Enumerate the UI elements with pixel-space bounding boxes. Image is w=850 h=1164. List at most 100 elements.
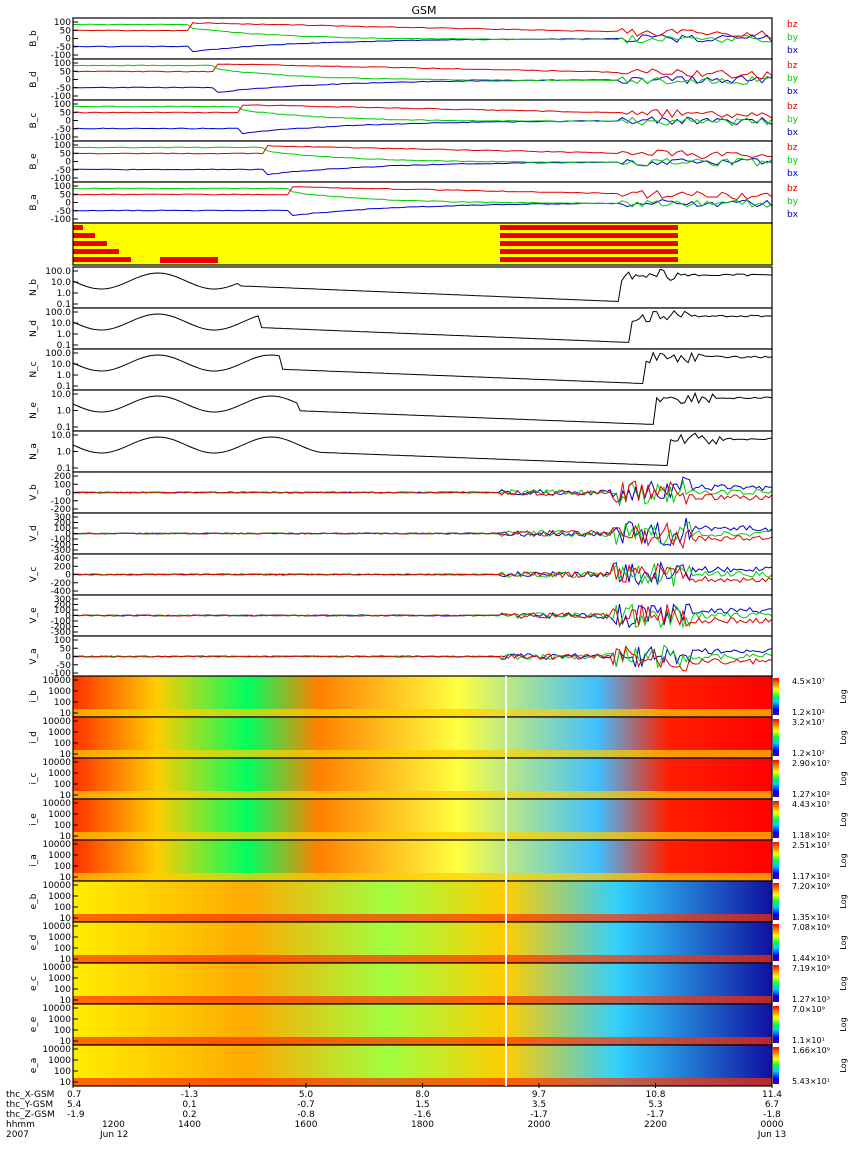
density-series-line: [72, 310, 773, 343]
y-axis-label: V_c: [29, 567, 39, 583]
mode-bar-segment: [73, 249, 119, 254]
colorbar: [773, 1006, 779, 1043]
ephemeris-value: 3.5: [532, 1100, 546, 1110]
legend-by: by: [787, 115, 799, 125]
y-tick-label: 10: [60, 1078, 72, 1088]
colorbar-max-label: 2.51×10⁷: [792, 841, 830, 850]
y-tick-label: 200: [54, 519, 71, 529]
spectrogram-low-band: [73, 750, 772, 758]
y-axis-label: e_c: [29, 976, 39, 991]
y-tick-label: 100: [54, 821, 71, 831]
y-axis-label: e_b: [29, 893, 39, 909]
y-tick-label: 100: [54, 739, 71, 749]
y-axis-label: N_d: [29, 320, 39, 337]
ephemeris-value: -1.3: [181, 1090, 199, 1100]
y-tick-label: -50: [56, 166, 71, 176]
panel-background: [73, 349, 772, 390]
ephemeris-row-label: thc_X-GSM: [6, 1090, 54, 1100]
mode-bar-segment: [500, 257, 678, 262]
colorbar: [773, 924, 779, 961]
legend-bx: bx: [787, 169, 799, 179]
y-axis-label: i_e: [29, 813, 39, 826]
density-series-line: [72, 391, 773, 425]
y-tick-label: -100: [51, 535, 72, 545]
y-axis-label: e_e: [29, 1016, 39, 1032]
velocity-bz-line: [72, 604, 773, 628]
bz-series-line: [72, 63, 773, 80]
y-tick-label: 100: [54, 141, 71, 151]
y-axis-label: V_a: [29, 648, 39, 664]
mode-bar-segment: [160, 257, 218, 263]
ephemeris-value: -1.6: [414, 1110, 432, 1120]
y-tick-label: 0.1: [57, 341, 71, 351]
y-tick-label: 1000: [48, 769, 71, 779]
y-tick-label: 100: [54, 1026, 71, 1036]
ephemeris-value: 11.4: [762, 1090, 782, 1100]
bz-series-line: [72, 186, 773, 200]
spectrogram-low-band: [73, 873, 772, 881]
velocity-bz-line: [72, 521, 773, 550]
by-series-line: [73, 23, 773, 44]
y-tick-label: 1000: [48, 1015, 71, 1025]
legend-bz: bz: [787, 184, 798, 194]
colorbar-axis-label: Log: [839, 771, 848, 785]
colorbar-axis-label: Log: [839, 730, 848, 744]
ephemeris-value: 8.0: [415, 1090, 430, 1100]
colorbar-max-label: 4.5×10⁷: [792, 677, 825, 686]
colorbar-min-label: 1.27×10²: [792, 790, 830, 799]
y-tick-label: 300: [54, 513, 71, 523]
y-tick-label: 300: [54, 595, 71, 605]
y-tick-label: 0: [65, 571, 71, 581]
mode-bar-segment: [500, 249, 678, 254]
velocity-bz-line: [72, 645, 773, 672]
y-tick-label: 1.0: [57, 330, 72, 340]
y-tick-label: 0.1: [57, 423, 71, 433]
ephemeris-value: -0.8: [297, 1110, 315, 1120]
y-tick-label: -300: [51, 628, 72, 638]
mode-bar-segment: [500, 225, 678, 230]
y-tick-label: 0.1: [57, 464, 71, 474]
colorbar-axis-label: Log: [839, 812, 848, 826]
y-tick-label: 10000: [42, 963, 71, 973]
y-tick-label: 1000: [48, 851, 71, 861]
y-tick-label: 0: [65, 489, 71, 499]
spectrogram-low-band: [73, 1037, 772, 1045]
velocity-bz-line: [72, 480, 773, 506]
y-tick-label: 1000: [48, 810, 71, 820]
legend-bx: bx: [787, 87, 799, 97]
y-tick-label: 10000: [42, 799, 71, 809]
legend-by: by: [787, 197, 799, 207]
bx-series-line: [72, 34, 773, 53]
mode-bar-segment: [73, 241, 107, 246]
y-tick-label: -100: [51, 617, 72, 627]
y-tick-label: 200: [54, 601, 71, 611]
y-tick-label: 10000: [42, 758, 71, 768]
spectrogram-low-band: [73, 709, 772, 717]
y-tick-label: 0: [65, 76, 71, 86]
y-axis-label: i_c: [29, 772, 39, 784]
legend-by: by: [787, 74, 799, 84]
y-axis-label: e_d: [29, 935, 39, 951]
colorbar-max-label: 7.20×10⁹: [792, 882, 830, 891]
colorbar-axis-label: Log: [839, 1017, 848, 1031]
ephemeris-value: 0.7: [67, 1090, 81, 1100]
end-date-label: Jun 13: [757, 1130, 786, 1140]
panel-background: [73, 100, 772, 141]
y-tick-label: 10.0: [51, 319, 71, 329]
y-tick-label: 10000: [42, 881, 71, 891]
y-tick-label: 50: [60, 190, 72, 200]
y-tick-label: -100: [51, 669, 72, 679]
y-tick-label: -200: [51, 623, 72, 633]
legend-bz: bz: [787, 61, 798, 71]
y-tick-label: 100: [54, 985, 71, 995]
y-tick-label: 10: [60, 914, 72, 924]
y-tick-label: 50: [60, 108, 72, 118]
mode-bar-segment: [73, 233, 95, 238]
colorbar: [773, 801, 779, 838]
y-tick-label: 10000: [42, 922, 71, 932]
y-tick-label: 100: [54, 606, 71, 616]
y-tick-label: 100.0: [45, 308, 71, 318]
x-tick-label: 2000: [528, 1120, 551, 1130]
y-tick-label: 100: [54, 182, 71, 192]
